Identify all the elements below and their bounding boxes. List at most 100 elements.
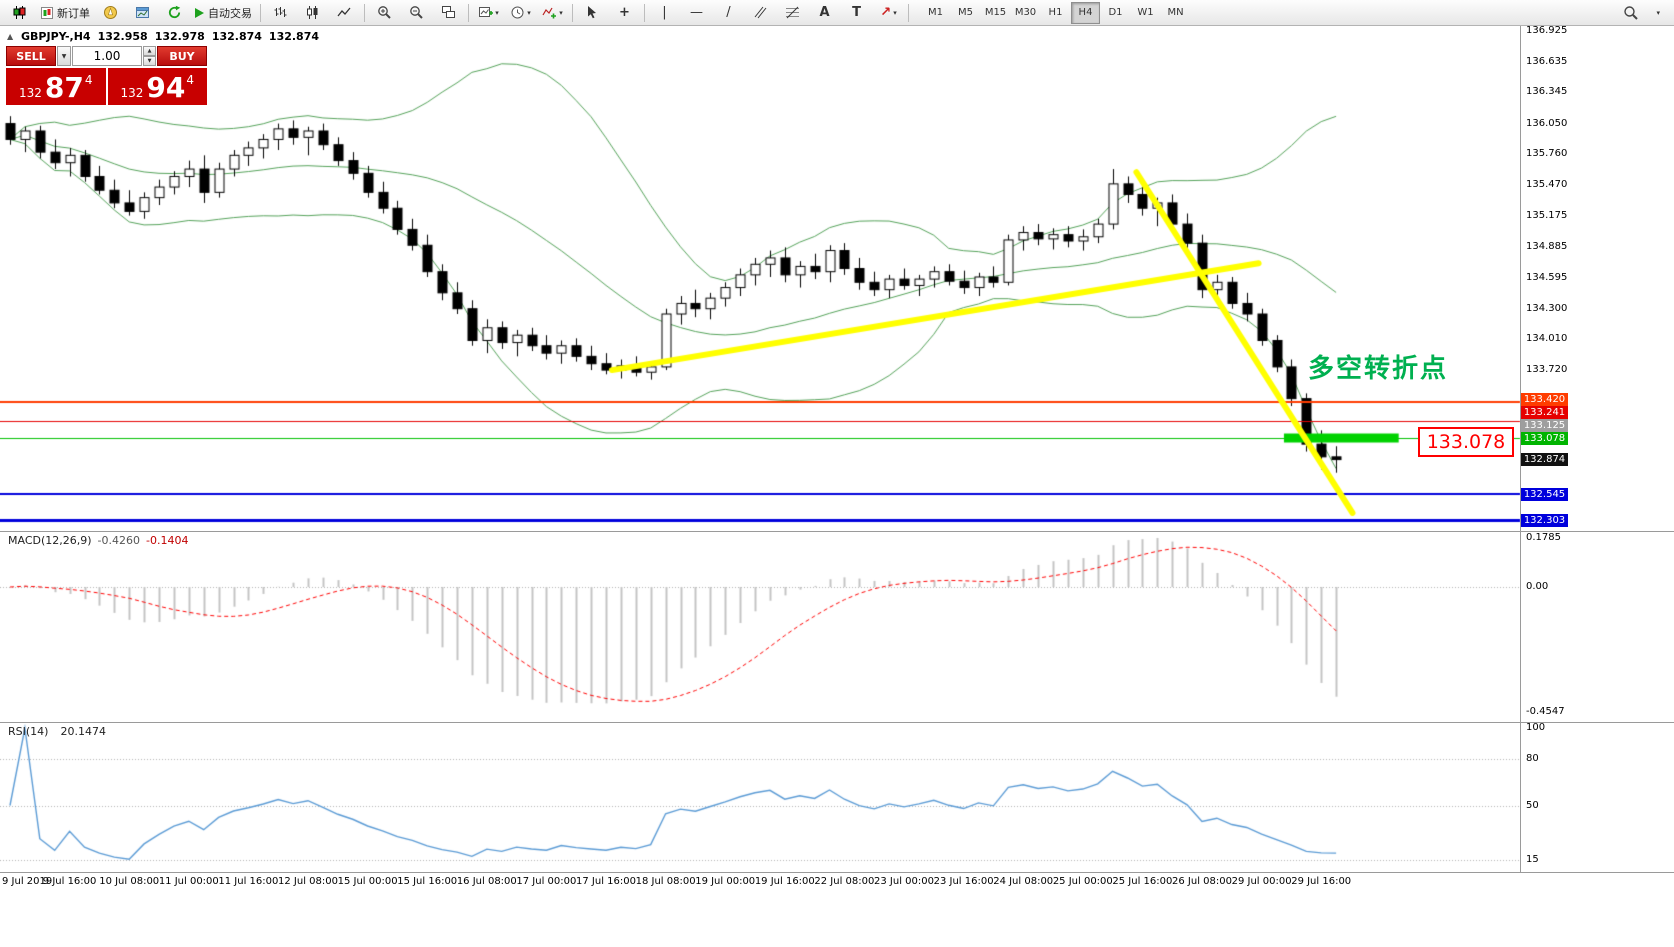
line-chart-button[interactable] [329, 1, 360, 25]
ohlc-open: 132.958 [97, 30, 148, 43]
toolbar-separator [260, 3, 261, 22]
fibonacci-button[interactable] [777, 1, 808, 25]
search-button[interactable] [1615, 1, 1646, 25]
timeframe-d1[interactable]: D1 [1108, 7, 1123, 18]
panel-collapse-icon[interactable]: ▲ [7, 32, 14, 41]
price-tick-label: 134.595 [1526, 271, 1568, 283]
rsi-axis-label: 100 [1526, 722, 1546, 733]
chart-window-icon [135, 5, 150, 20]
panel-separator-rsi[interactable] [0, 722, 1674, 723]
time-label: 17 Jul 16:00 [576, 876, 636, 887]
new-order-button[interactable]: 新订单 [36, 1, 94, 25]
new-chart-button[interactable]: ▾ [473, 1, 504, 25]
macd-name: MACD(12,26,9) [8, 534, 92, 547]
sell-price-base: 132 [18, 86, 42, 100]
search-caret-icon[interactable]: ▾ [1656, 8, 1660, 17]
timeframe-m15[interactable]: M15 [984, 7, 1007, 18]
sell-button[interactable]: SELL [6, 46, 56, 66]
timeframe-m1[interactable]: M1 [928, 7, 943, 18]
price-tick-label: 134.300 [1526, 302, 1568, 314]
timeframe-m5[interactable]: M5 [958, 7, 973, 18]
rsi-axis-label: 15 [1526, 853, 1539, 865]
candlestick-chart-button[interactable] [297, 1, 328, 25]
timeframe-h1[interactable]: H1 [1048, 7, 1063, 18]
macd-indicator-label: MACD(12,26,9) -0.4260 -0.1404 [8, 534, 188, 547]
trendline-button[interactable]: / [713, 1, 744, 25]
text-tool-icon: A [819, 5, 830, 20]
timeframe-w1[interactable]: W1 [1137, 7, 1154, 18]
price-tick-label: 136.925 [1526, 26, 1568, 36]
crosshair-button[interactable]: + [609, 1, 640, 25]
cursor-icon [585, 5, 600, 20]
price-tick-label: 136.345 [1526, 86, 1568, 98]
channel-button[interactable] [745, 1, 776, 25]
chart-canvas[interactable] [0, 26, 1674, 947]
text-label-button[interactable]: T [841, 1, 872, 25]
volume-up-button[interactable]: ▲ [143, 46, 156, 56]
toolbar-separator [468, 3, 469, 22]
horizontal-line-button[interactable]: — [681, 1, 712, 25]
tile-windows-button[interactable] [433, 1, 464, 25]
autotrading-button[interactable]: 自动交易 [191, 1, 256, 25]
volume-input[interactable]: 1.00 [72, 46, 142, 66]
panel-separator-macd[interactable] [0, 531, 1674, 532]
sell-price-big: 87 [44, 71, 84, 105]
time-axis[interactable] [0, 873, 1674, 947]
buy-price-sup: 4 [186, 73, 194, 87]
macd-main-value: -0.4260 [97, 534, 141, 547]
price-callout-box[interactable]: 133.078 [1418, 427, 1514, 457]
buy-price-tile[interactable]: 132 94 4 [107, 68, 207, 105]
price-badge: 133.241 [1521, 405, 1568, 419]
line-chart-icon [337, 5, 352, 20]
new-order-icon [40, 6, 54, 20]
time-label: 11 Jul 00:00 [158, 876, 219, 887]
cursor-button[interactable] [577, 1, 608, 25]
indicators-button[interactable]: ▾ [537, 1, 568, 25]
time-label: 18 Jul 08:00 [635, 876, 696, 887]
timeframe-h4[interactable]: H4 [1071, 1, 1100, 24]
volume-down-button[interactable]: ▼ [143, 56, 156, 66]
profiles-button[interactable] [95, 1, 126, 25]
chart-annotation-text[interactable]: 多空转折点 [1308, 354, 1449, 384]
charts-window-button[interactable] [127, 1, 158, 25]
toolbar-separator [364, 3, 365, 22]
macd-signal-value: -0.1404 [146, 534, 189, 547]
arrows-tool-button[interactable]: ↗ ▾ [873, 1, 904, 25]
order-type-dropdown[interactable]: ▼ [57, 46, 71, 66]
volume-stepper: ▲ ▼ [143, 46, 156, 66]
time-label: 25 Jul 16:00 [1112, 876, 1173, 887]
profiles-menu-button[interactable]: ▾ [505, 1, 536, 25]
timeframe-mn[interactable]: MN [1167, 7, 1184, 18]
price-tick-label: 135.760 [1526, 148, 1568, 160]
crosshair-icon: + [619, 5, 630, 20]
caret-down-icon: ▾ [527, 8, 531, 17]
autotrading-label: 自动交易 [208, 6, 252, 20]
new-chart-icon [478, 5, 494, 20]
buy-price-base: 132 [120, 86, 144, 100]
new-order-label: 新订单 [57, 6, 90, 20]
vertical-line-button[interactable]: | [649, 1, 680, 25]
price-badge: 133.078 [1521, 431, 1568, 445]
text-tool-button[interactable]: A [809, 1, 840, 25]
time-label: 29 Jul 00:00 [1231, 876, 1292, 887]
price-tick-label: 135.175 [1526, 210, 1568, 222]
buy-button[interactable]: BUY [157, 46, 207, 66]
timeframe-m30[interactable]: M30 [1014, 7, 1037, 18]
toolbar: 新订单 自动交易 [0, 0, 1674, 26]
ohlc-low: 132.874 [211, 30, 262, 43]
zoom-out-button[interactable] [401, 1, 432, 25]
symbol-timeframe: GBPJPY-,H4 [21, 30, 91, 43]
chart-title: GBPJPY-,H4 132.958 132.978 132.874 132.8… [21, 30, 319, 43]
one-click-trading-panel: SELL ▼ 1.00 ▲ ▼ BUY 132 87 4 132 94 4 [6, 46, 207, 105]
sell-price-tile[interactable]: 132 87 4 [6, 68, 106, 105]
bar-chart-button[interactable] [265, 1, 296, 25]
tile-windows-icon [441, 5, 456, 20]
zoom-in-button[interactable] [369, 1, 400, 25]
zoom-in-icon [377, 5, 392, 20]
indicators-icon [542, 5, 557, 20]
price-badge: 132.545 [1521, 487, 1568, 501]
refresh-button[interactable] [159, 1, 190, 25]
price-axis[interactable] [1521, 26, 1674, 872]
toolbar-right: ▾ [1615, 1, 1670, 25]
rsi-axis-label: 50 [1526, 799, 1539, 811]
